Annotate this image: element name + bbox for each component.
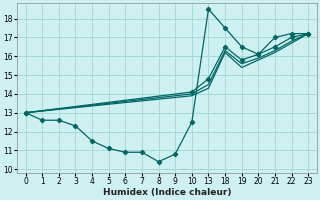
X-axis label: Humidex (Indice chaleur): Humidex (Indice chaleur) [103,188,231,197]
